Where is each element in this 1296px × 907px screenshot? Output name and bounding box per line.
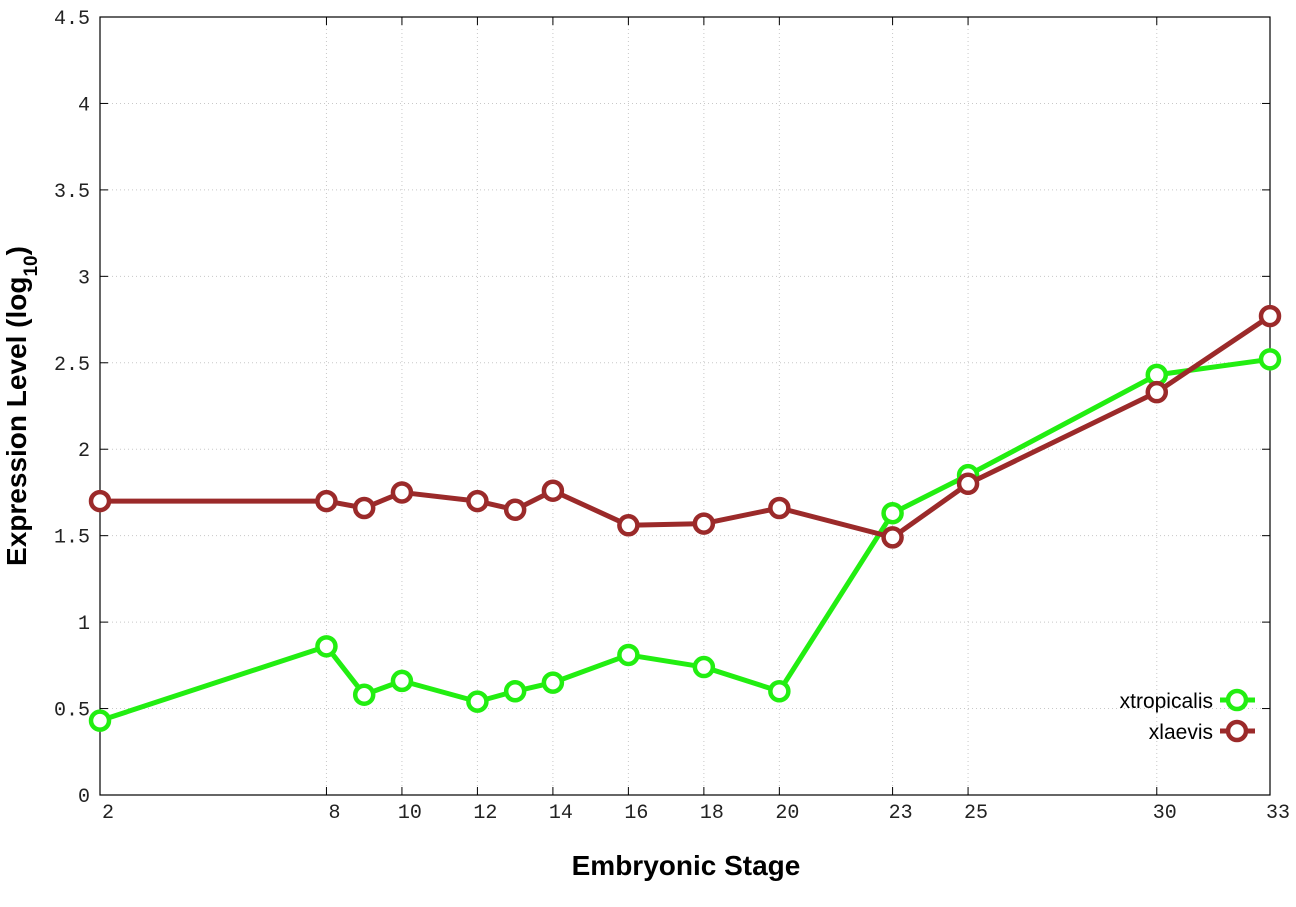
series-xlaevis (88, 304, 1282, 549)
data-point (503, 680, 527, 703)
x-tick-label: 25 (964, 802, 988, 825)
series-xtropicalis (88, 348, 1282, 732)
legend-marker (1225, 688, 1249, 712)
data-point (768, 496, 791, 520)
y-tick-label: 4.5 (54, 8, 90, 31)
y-tick-label: 4 (78, 94, 90, 117)
data-point (541, 671, 565, 694)
data-point (1258, 348, 1282, 371)
y-tick-label: 1 (78, 613, 90, 636)
y-tick-label: 0.5 (54, 700, 90, 723)
series (88, 304, 1282, 732)
y-tick-label: 0 (78, 786, 90, 809)
y-axis-title-subscript: 10 (21, 255, 42, 276)
grid (100, 17, 1270, 795)
y-tick-label: 3 (78, 267, 90, 290)
y-tick-label: 2 (78, 440, 90, 463)
x-tick-label: 18 (700, 802, 724, 825)
x-axis-title: Embryonic Stage (572, 850, 801, 881)
legend-label: xtropicalis (1120, 690, 1213, 713)
x-tick-label: 30 (1153, 802, 1177, 825)
x-tick-label: 8 (328, 802, 340, 825)
data-point (956, 472, 980, 496)
data-point (768, 680, 791, 703)
data-point (541, 479, 565, 502)
data-point (1145, 380, 1169, 404)
plot-frame (99, 16, 1271, 796)
data-point (1258, 304, 1282, 328)
data-point (881, 501, 904, 525)
x-tick-label: 20 (775, 802, 799, 825)
x-tick-label: 2 (102, 802, 114, 825)
data-point (466, 690, 489, 713)
data-point (315, 635, 338, 658)
data-point (352, 496, 376, 520)
series-line (99, 356, 1271, 724)
legend-label: xlaevis (1149, 721, 1213, 744)
data-point (88, 489, 112, 513)
y-axis-title: Expression Level (log10) (1, 246, 42, 566)
data-point (692, 512, 716, 535)
x-tick-label: 16 (624, 802, 648, 825)
data-point (352, 683, 376, 706)
legend-marker (1225, 719, 1249, 743)
data-point (390, 481, 414, 504)
data-point (881, 526, 904, 549)
legend: xtropicalis xlaevis (1120, 688, 1255, 744)
y-axis-title-main: Expression Level (log (1, 277, 32, 566)
data-point (692, 655, 716, 679)
x-tick-label: 10 (398, 802, 422, 825)
y-tick-label: 2.5 (54, 354, 90, 377)
x-tick-label: 33 (1266, 802, 1290, 825)
series-line (100, 314, 1272, 540)
data-point (390, 669, 414, 693)
y-axis-title-close: ) (1, 246, 32, 255)
axis-ticks: 0 0.5 1 1.5 2 2.5 3 3.5 4 4.5 2 8 10 12 14 16 18 20 23 25 30… (54, 8, 1290, 825)
x-tick-label: 12 (473, 802, 497, 825)
y-tick-label: 1.5 (54, 527, 90, 550)
data-point (617, 514, 640, 537)
data-point (88, 709, 112, 732)
data-point (466, 489, 489, 513)
data-point (503, 498, 527, 521)
data-point (617, 643, 640, 667)
x-tick-label: 23 (889, 802, 913, 825)
x-tick-label: 14 (549, 802, 573, 825)
data-point (315, 489, 338, 513)
y-tick-label: 3.5 (54, 181, 90, 204)
